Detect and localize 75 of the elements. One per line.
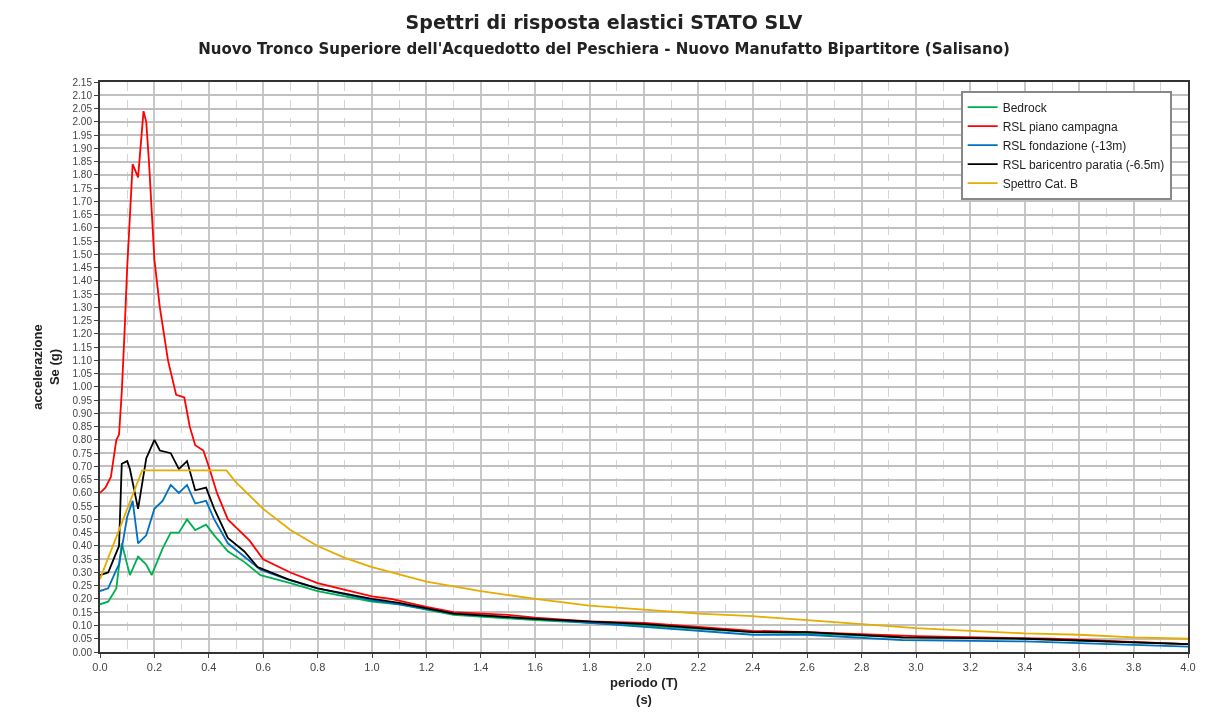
y-tick-label: 0.65 bbox=[72, 474, 93, 486]
y-tick-label: 0.35 bbox=[72, 553, 93, 565]
x-tick-label: 1.6 bbox=[527, 661, 543, 674]
legend-label: Bedrock bbox=[1002, 100, 1048, 115]
x-tick-label: 3.6 bbox=[1071, 661, 1087, 674]
x-tick-label: 2.4 bbox=[745, 661, 761, 674]
y-tick-label: 0.15 bbox=[72, 606, 93, 618]
y-tick-label: 1.75 bbox=[72, 182, 93, 194]
y-tick-label: 0.05 bbox=[72, 633, 93, 645]
y-tick-label: 1.20 bbox=[72, 328, 93, 340]
legend-label: RSL fondazione (-13m) bbox=[1002, 138, 1127, 153]
x-tick-label: 2.8 bbox=[853, 661, 870, 674]
y-tick-label: 2.15 bbox=[72, 76, 93, 88]
y-tick-label: 1.65 bbox=[72, 209, 93, 221]
x-tick-label: 0.4 bbox=[201, 661, 217, 674]
x-tick-label: 3.2 bbox=[962, 661, 979, 674]
y-tick-label: 0.75 bbox=[72, 447, 93, 459]
y-tick-label: 1.35 bbox=[72, 288, 93, 300]
y-tick-label: 0.10 bbox=[72, 619, 93, 631]
y-tick-label: 0.45 bbox=[72, 527, 93, 539]
y-tick-label: 1.95 bbox=[72, 129, 93, 141]
y-tick-label: 0.60 bbox=[72, 487, 93, 499]
y-tick-label: 0.30 bbox=[72, 566, 93, 578]
y-tick-label: 0.00 bbox=[72, 646, 93, 658]
y-tick-label: 0.50 bbox=[72, 513, 93, 525]
legend-label: RSL piano campagna bbox=[1002, 119, 1118, 134]
y-tick-label: 1.25 bbox=[72, 315, 93, 327]
chart-subtitle: Nuovo Tronco Superiore dell'Acquedotto del Peschiera - Nuovo Manufatto Bipartitore (Salisano) bbox=[198, 39, 1010, 58]
y-tick-label: 2.10 bbox=[72, 89, 93, 101]
y-tick-label: 1.50 bbox=[72, 248, 93, 260]
x-tick-label: 3.4 bbox=[1017, 661, 1033, 674]
chart-title: Spettri di risposta elastici STATO SLV bbox=[405, 10, 803, 33]
y-tick-label: 1.55 bbox=[72, 235, 93, 247]
x-tick-label: 0.8 bbox=[309, 661, 326, 674]
x-tick-label: 1.4 bbox=[473, 661, 489, 674]
x-tick-label: 3.0 bbox=[908, 661, 924, 674]
legend-label: RSL baricentro paratia (-6.5m) bbox=[1002, 157, 1165, 172]
y-tick-label: 0.40 bbox=[72, 540, 93, 552]
y-tick-label: 0.85 bbox=[72, 421, 93, 433]
y-tick-label: 0.95 bbox=[72, 394, 93, 406]
x-tick-label: 0.6 bbox=[255, 661, 271, 674]
y-tick-label: 0.90 bbox=[72, 407, 93, 419]
y-tick-label: 1.15 bbox=[72, 341, 93, 353]
y-tick-label: 2.05 bbox=[72, 103, 93, 115]
y-tick-label: 1.60 bbox=[72, 222, 93, 234]
x-axis-title: periodo (T) (s) bbox=[610, 675, 678, 708]
x-tick-label: 3.8 bbox=[1125, 661, 1142, 674]
x-tick-label: 4.0 bbox=[1180, 661, 1196, 674]
x-tick-label: 2.6 bbox=[799, 661, 815, 674]
y-tick-label: 1.70 bbox=[72, 195, 93, 207]
x-tick-label: 1.2 bbox=[418, 661, 435, 674]
x-tick-label: 1.0 bbox=[364, 661, 380, 674]
y-tick-label: 1.00 bbox=[72, 381, 93, 393]
y-tick-label: 0.55 bbox=[72, 500, 93, 512]
y-tick-label: 1.45 bbox=[72, 262, 93, 274]
line-series bbox=[100, 439, 1188, 645]
y-tick-label: 0.20 bbox=[72, 593, 93, 605]
y-tick-label: 1.85 bbox=[72, 156, 93, 168]
x-tick-label: 1.8 bbox=[581, 661, 598, 674]
y-tick-label: 1.05 bbox=[72, 368, 93, 380]
x-tick-label: 2.2 bbox=[690, 661, 707, 674]
y-tick-label: 0.70 bbox=[72, 460, 93, 472]
y-axis-title: accelerazione Se (g) bbox=[30, 324, 62, 410]
legend-label: Spettro Cat. B bbox=[1002, 176, 1079, 191]
y-tick-label: 1.90 bbox=[72, 142, 93, 154]
y-tick-label: 0.80 bbox=[72, 434, 93, 446]
y-tick-label: 1.40 bbox=[72, 275, 93, 287]
y-tick-label: 1.10 bbox=[72, 354, 93, 366]
x-tick-label: 2.0 bbox=[636, 661, 652, 674]
y-tick-label: 0.25 bbox=[72, 580, 93, 592]
y-tick-label: 1.30 bbox=[72, 301, 93, 313]
x-tick-label: 0.2 bbox=[146, 661, 163, 674]
y-tick-label: 1.80 bbox=[72, 169, 93, 181]
y-tick-label: 2.00 bbox=[72, 116, 93, 128]
x-tick-label: 0.0 bbox=[92, 661, 108, 674]
